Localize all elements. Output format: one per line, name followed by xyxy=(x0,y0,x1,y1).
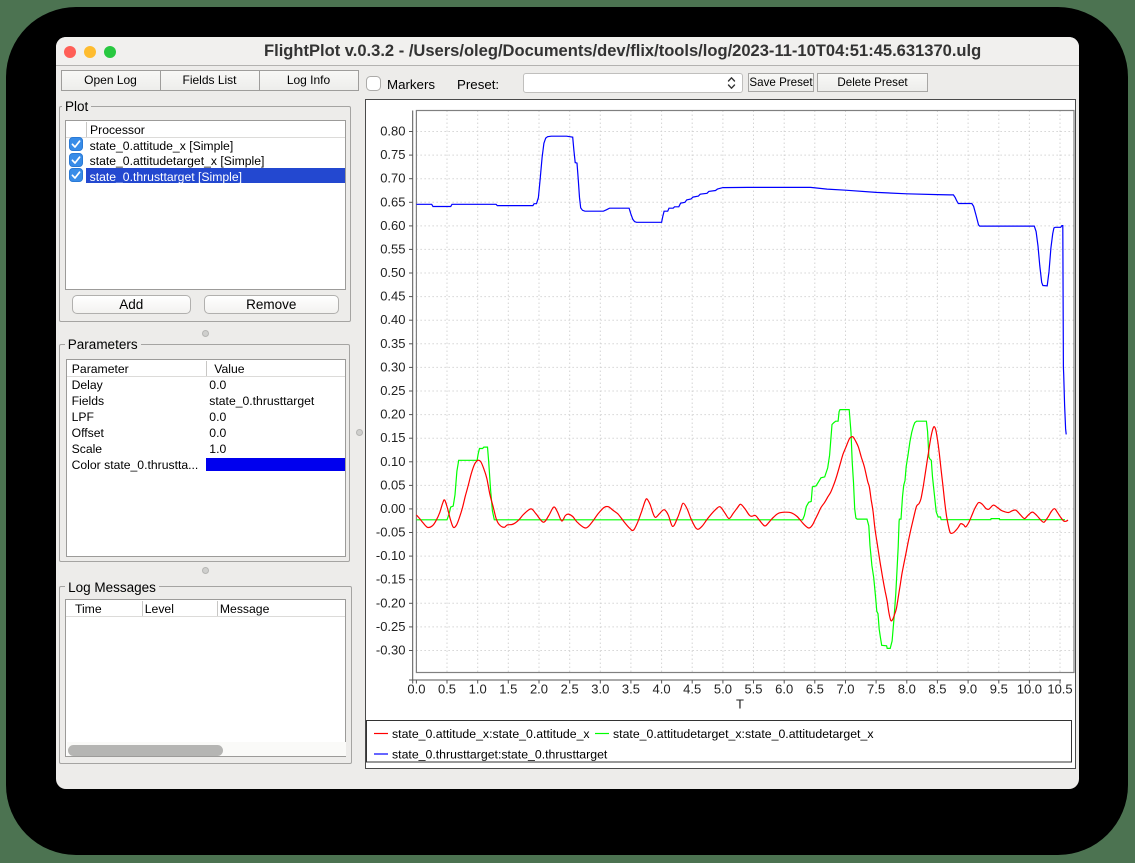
svg-text:0.45: 0.45 xyxy=(380,288,405,303)
svg-text:0.05: 0.05 xyxy=(380,477,405,492)
svg-text:6.0: 6.0 xyxy=(775,681,793,696)
svg-text:9.0: 9.0 xyxy=(959,681,977,696)
svg-text:0.65: 0.65 xyxy=(380,194,405,209)
svg-text:0.0: 0.0 xyxy=(407,681,425,696)
svg-text:-0.25: -0.25 xyxy=(376,619,406,634)
svg-text:0.75: 0.75 xyxy=(380,147,405,162)
svg-text:3.0: 3.0 xyxy=(591,681,609,696)
svg-text:7.5: 7.5 xyxy=(867,681,885,696)
svg-text:9.5: 9.5 xyxy=(990,681,1008,696)
svg-text:5.0: 5.0 xyxy=(714,681,732,696)
svg-text:-0.10: -0.10 xyxy=(376,548,406,563)
svg-text:1.5: 1.5 xyxy=(499,681,517,696)
svg-text:8.0: 8.0 xyxy=(898,681,916,696)
svg-text:7.0: 7.0 xyxy=(836,681,854,696)
svg-text:2.0: 2.0 xyxy=(530,681,548,696)
svg-text:5.5: 5.5 xyxy=(744,681,762,696)
svg-text:0.40: 0.40 xyxy=(380,312,405,327)
svg-text:-0.15: -0.15 xyxy=(376,571,406,586)
svg-text:0.60: 0.60 xyxy=(380,218,405,233)
svg-text:0.5: 0.5 xyxy=(438,681,456,696)
svg-text:2.5: 2.5 xyxy=(560,681,578,696)
svg-text:4.5: 4.5 xyxy=(683,681,701,696)
svg-text:state_0.attitudetarget_x:state: state_0.attitudetarget_x:state_0.attitud… xyxy=(613,727,874,741)
svg-text:0.10: 0.10 xyxy=(380,454,405,469)
svg-text:0.55: 0.55 xyxy=(380,241,405,256)
svg-text:T: T xyxy=(736,696,744,711)
svg-text:-0.05: -0.05 xyxy=(376,524,406,539)
svg-text:0.35: 0.35 xyxy=(380,336,405,351)
svg-text:0.25: 0.25 xyxy=(380,383,405,398)
svg-text:-0.30: -0.30 xyxy=(376,642,406,657)
svg-text:0.50: 0.50 xyxy=(380,265,405,280)
svg-text:6.5: 6.5 xyxy=(806,681,824,696)
svg-text:10.5: 10.5 xyxy=(1047,681,1072,696)
svg-text:1.0: 1.0 xyxy=(468,681,486,696)
svg-text:3.5: 3.5 xyxy=(622,681,640,696)
svg-text:state_0.thrusttarget:state_0.t: state_0.thrusttarget:state_0.thrusttarge… xyxy=(392,747,608,761)
svg-text:0.80: 0.80 xyxy=(380,123,405,138)
svg-text:0.15: 0.15 xyxy=(380,430,405,445)
svg-text:0.00: 0.00 xyxy=(380,501,405,516)
svg-text:0.30: 0.30 xyxy=(380,359,405,374)
svg-text:state_0.attitude_x:state_0.att: state_0.attitude_x:state_0.attitude_x xyxy=(392,727,590,741)
svg-text:4.0: 4.0 xyxy=(652,681,670,696)
svg-text:8.5: 8.5 xyxy=(928,681,946,696)
svg-text:-0.20: -0.20 xyxy=(376,595,406,610)
svg-text:10.0: 10.0 xyxy=(1017,681,1042,696)
svg-text:0.20: 0.20 xyxy=(380,406,405,421)
svg-text:0.70: 0.70 xyxy=(380,170,405,185)
